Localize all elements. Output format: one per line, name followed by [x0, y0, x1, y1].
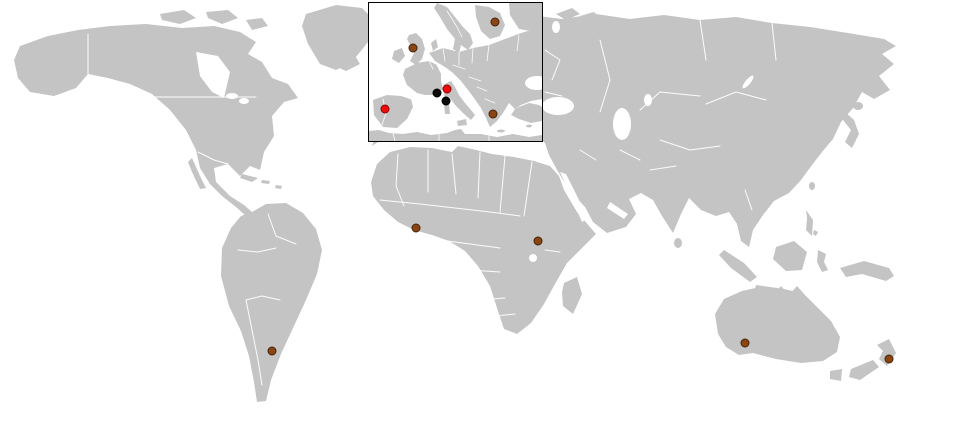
caspian-sea: [613, 108, 631, 140]
white-sea: [552, 21, 560, 33]
hudson-bay: [196, 52, 230, 98]
land-iberia: [373, 95, 413, 128]
land-finland: [475, 5, 505, 39]
land-sardinia: [444, 102, 450, 114]
land-denmark: [431, 39, 438, 51]
land-baja-california: [188, 158, 206, 189]
land-russia-corner: [509, 3, 542, 33]
land-taiwan: [809, 182, 815, 190]
europe-inset-svg: [369, 3, 542, 141]
land-new-guinea: [840, 261, 894, 281]
land-sumatra: [719, 250, 757, 282]
land-north-africa-strip: [369, 129, 542, 141]
land-cyprus: [526, 124, 532, 128]
land-ireland: [392, 48, 405, 63]
land-new-zealand-north: [877, 339, 896, 366]
persian-gulf: [607, 202, 628, 219]
land-north-america: [14, 24, 298, 217]
land-arctic-islands: [160, 10, 268, 30]
land-turkey: [511, 103, 542, 123]
land-borneo: [773, 241, 807, 271]
land-south-america: [221, 203, 322, 402]
land-sicily: [457, 119, 467, 126]
land-novaya-zemlya: [556, 8, 600, 22]
great-lake-1: [226, 93, 238, 99]
land-new-zealand-south: [849, 360, 879, 380]
aral-sea: [644, 94, 652, 106]
seas-and-lakes: [196, 21, 754, 262]
land-tasmania: [830, 369, 842, 381]
land-scandinavia: [434, 3, 473, 53]
land-australia: [715, 286, 840, 363]
land-east-europe-balkans: [429, 29, 542, 127]
great-lake-2: [239, 98, 249, 104]
land-greenland: [302, 5, 376, 70]
europe-inset: [368, 2, 543, 142]
land-caribbean: [240, 174, 282, 189]
black-sea-inset: [525, 76, 542, 90]
black-sea: [542, 97, 574, 115]
lake-baikal: [742, 75, 754, 89]
land-great-britain: [407, 33, 425, 65]
land-philippines: [806, 210, 818, 236]
land-iceland: [335, 54, 360, 71]
land-france: [403, 61, 443, 95]
country-borders: [87, 19, 777, 386]
land-africa: [371, 146, 596, 334]
land-japan: [843, 112, 859, 148]
land-madagascar: [562, 277, 582, 314]
land-sulawesi: [817, 250, 828, 272]
red-sea: [560, 172, 588, 222]
land-crete: [497, 129, 505, 133]
lake-victoria: [529, 254, 537, 262]
europe-land: [369, 3, 542, 141]
land-sri-lanka: [674, 238, 682, 248]
land-hokkaido: [853, 102, 863, 110]
